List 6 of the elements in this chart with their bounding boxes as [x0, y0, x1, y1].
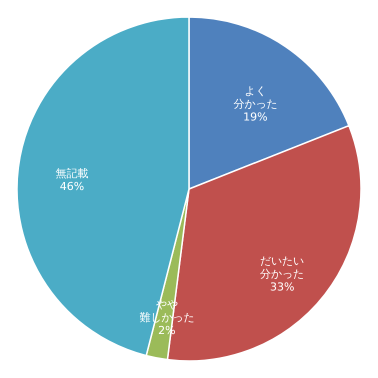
data-label: 33% — [270, 280, 294, 294]
data-label: 19% — [243, 110, 268, 124]
slice-label: 無記載 — [55, 167, 88, 180]
slice-label: だいたい分かった — [260, 254, 304, 280]
slice-label: よく分かった — [233, 84, 278, 110]
data-label: 46% — [60, 180, 84, 194]
